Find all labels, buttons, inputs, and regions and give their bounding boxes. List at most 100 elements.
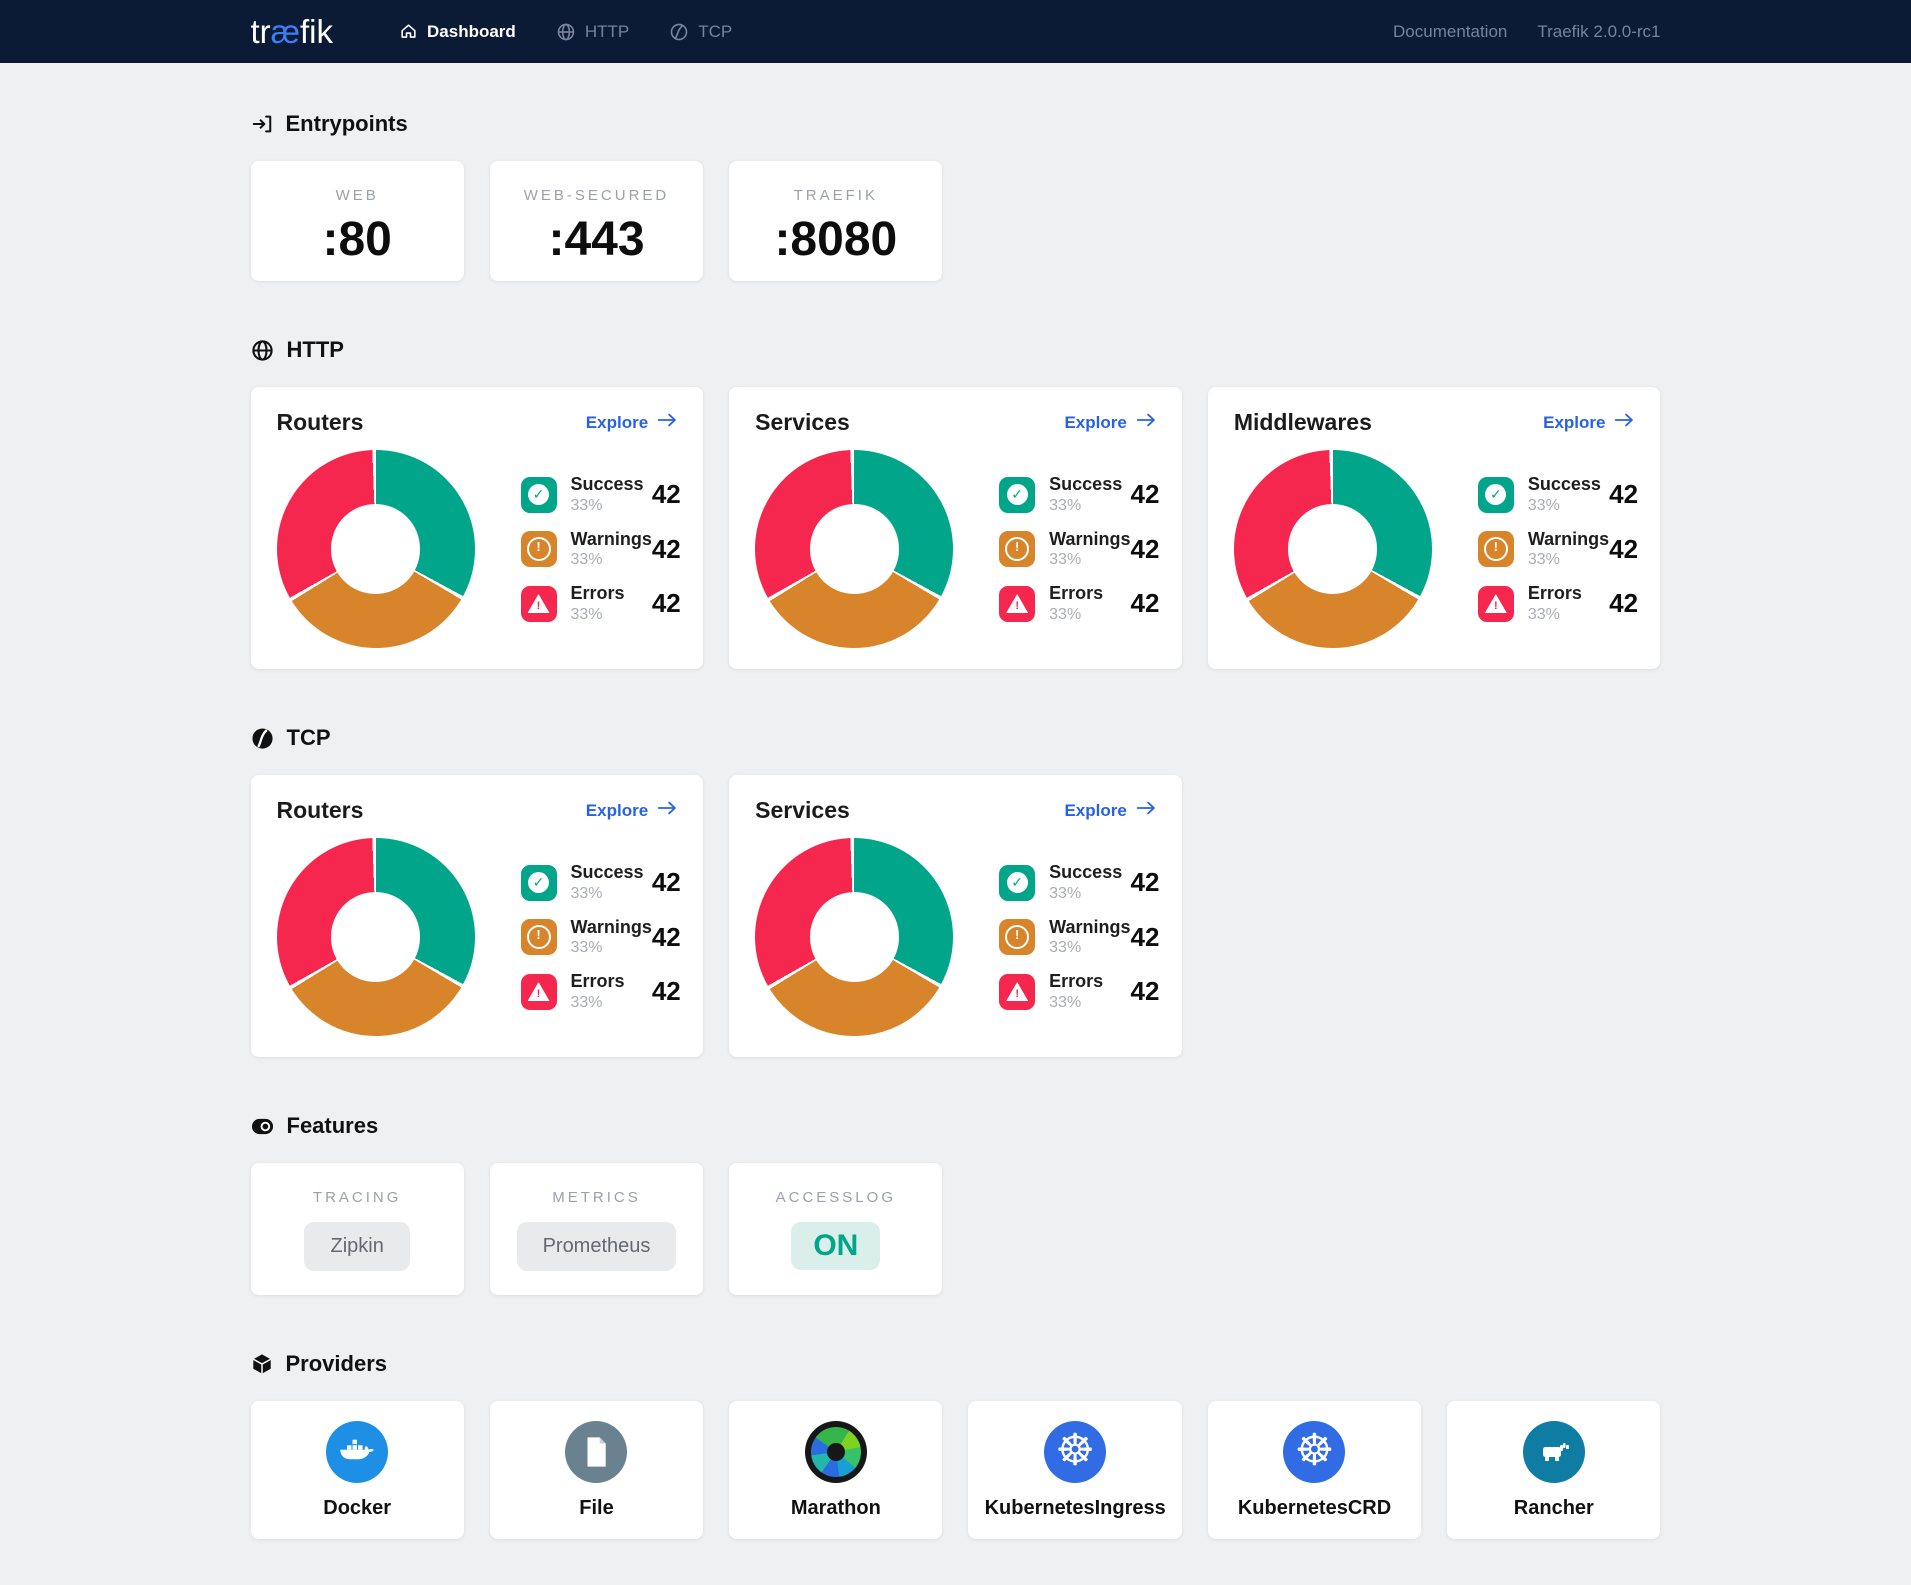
- explore-link[interactable]: Explore: [586, 800, 677, 821]
- entrypoint-port: :8080: [774, 213, 898, 266]
- nav-item-tcp[interactable]: TCP: [669, 22, 732, 42]
- providers-section-heading: Providers: [251, 1351, 1661, 1377]
- success-count: 42: [1130, 479, 1160, 509]
- nav-item-http[interactable]: HTTP: [556, 22, 629, 42]
- entrypoint-port: :80: [322, 213, 392, 266]
- provider-name: File: [579, 1497, 614, 1519]
- section-title: Features: [286, 1113, 379, 1138]
- status-donut-chart: [755, 838, 954, 1036]
- warning-circle-icon: [999, 531, 1036, 567]
- warnings-count: 42: [651, 921, 681, 952]
- explore-link[interactable]: Explore: [1064, 800, 1155, 821]
- docker-icon: [326, 1421, 389, 1483]
- errors-count: 42: [651, 588, 681, 618]
- file-icon: [565, 1421, 628, 1483]
- entrypoint-label: WEB-SECURED: [523, 187, 670, 204]
- card-title: Services: [755, 409, 850, 435]
- success-check-icon: [520, 864, 557, 901]
- warnings-count: 42: [1130, 921, 1160, 952]
- explore-link[interactable]: Explore: [586, 412, 677, 433]
- feature-value-badge: Prometheus: [516, 1222, 677, 1271]
- arrow-right-icon: [1136, 412, 1156, 433]
- provider-name: KubernetesCRD: [1237, 1497, 1392, 1519]
- provider-card-marathon: Marathon: [729, 1401, 943, 1539]
- explore-link[interactable]: Explore: [1064, 412, 1155, 433]
- warnings-count: 42: [1130, 533, 1160, 564]
- entrypoint-port: :443: [548, 213, 645, 266]
- provider-name: KubernetesIngress: [984, 1497, 1166, 1519]
- status-donut-chart: [755, 450, 954, 648]
- success-check-icon: [999, 476, 1036, 513]
- section-title: Entrypoints: [285, 111, 408, 136]
- nav-item-dashboard[interactable]: Dashboard: [399, 22, 516, 42]
- tcp-icon: [251, 727, 274, 750]
- entrypoints-section-heading: Entrypoints: [251, 111, 1661, 137]
- success-check-icon: [1477, 476, 1514, 513]
- marathon-icon: [804, 1421, 867, 1483]
- feature-card-metrics: METRICS Prometheus: [489, 1163, 704, 1295]
- explore-link[interactable]: Explore: [1543, 412, 1634, 433]
- entrypoint-card-web-secured: WEB-SECURED :443: [489, 161, 704, 281]
- success-count: 42: [651, 479, 681, 509]
- errors-count: 42: [1609, 588, 1639, 618]
- section-title: Providers: [285, 1351, 388, 1376]
- provider-card-file: File: [489, 1401, 704, 1539]
- errors-count: 42: [1130, 976, 1160, 1006]
- provider-card-kubernetes-crd: KubernetesCRD: [1207, 1401, 1422, 1539]
- card-title: Middlewares: [1233, 409, 1372, 435]
- feature-card-tracing: TRACING Zipkin: [250, 1163, 464, 1295]
- traefik-logo: tr æ fik: [250, 12, 334, 50]
- card-title: Routers: [276, 797, 364, 823]
- globe-icon: [251, 339, 274, 362]
- kubernetes-icon: [1283, 1421, 1346, 1483]
- error-triangle-icon: [999, 585, 1036, 622]
- toggle-icon: [251, 1117, 274, 1136]
- success-check-icon: [999, 864, 1036, 901]
- feature-label: ACCESSLOG: [775, 1189, 896, 1206]
- status-donut-chart: [276, 450, 475, 648]
- home-icon: [399, 22, 418, 41]
- success-count: 42: [651, 867, 681, 897]
- feature-card-accesslog: ACCESSLOG ON: [729, 1163, 943, 1295]
- warning-circle-icon: [520, 531, 557, 567]
- errors-count: 42: [1130, 588, 1160, 618]
- success-check-icon: [520, 476, 557, 513]
- http-section-heading: HTTP: [251, 337, 1661, 363]
- section-title: HTTP: [286, 337, 344, 362]
- section-title: TCP: [286, 725, 331, 750]
- feature-label: TRACING: [312, 1189, 402, 1206]
- documentation-link[interactable]: Documentation: [1393, 21, 1508, 41]
- warnings-count: 42: [1609, 533, 1639, 564]
- entrypoint-card-traefik: TRAEFIK :8080: [729, 161, 943, 281]
- version-link[interactable]: Traefik 2.0.0-rc1: [1537, 21, 1661, 41]
- status-donut-chart: [276, 838, 475, 1036]
- warning-circle-icon: [1477, 531, 1514, 567]
- warning-circle-icon: [999, 919, 1036, 955]
- error-triangle-icon: [1477, 585, 1514, 622]
- globe-icon: [556, 22, 576, 42]
- entrypoints-icon: [251, 113, 273, 135]
- kubernetes-icon: [1044, 1421, 1107, 1483]
- top-navbar: tr æ fik Dashboard HTTP TCP: [0, 0, 1911, 63]
- success-count: 42: [1130, 867, 1160, 897]
- warnings-count: 42: [651, 533, 681, 564]
- arrow-right-icon: [1614, 412, 1634, 433]
- entrypoint-label: WEB: [335, 187, 379, 204]
- card-title: Services: [755, 797, 850, 823]
- entrypoint-card-web: WEB :80: [250, 161, 464, 281]
